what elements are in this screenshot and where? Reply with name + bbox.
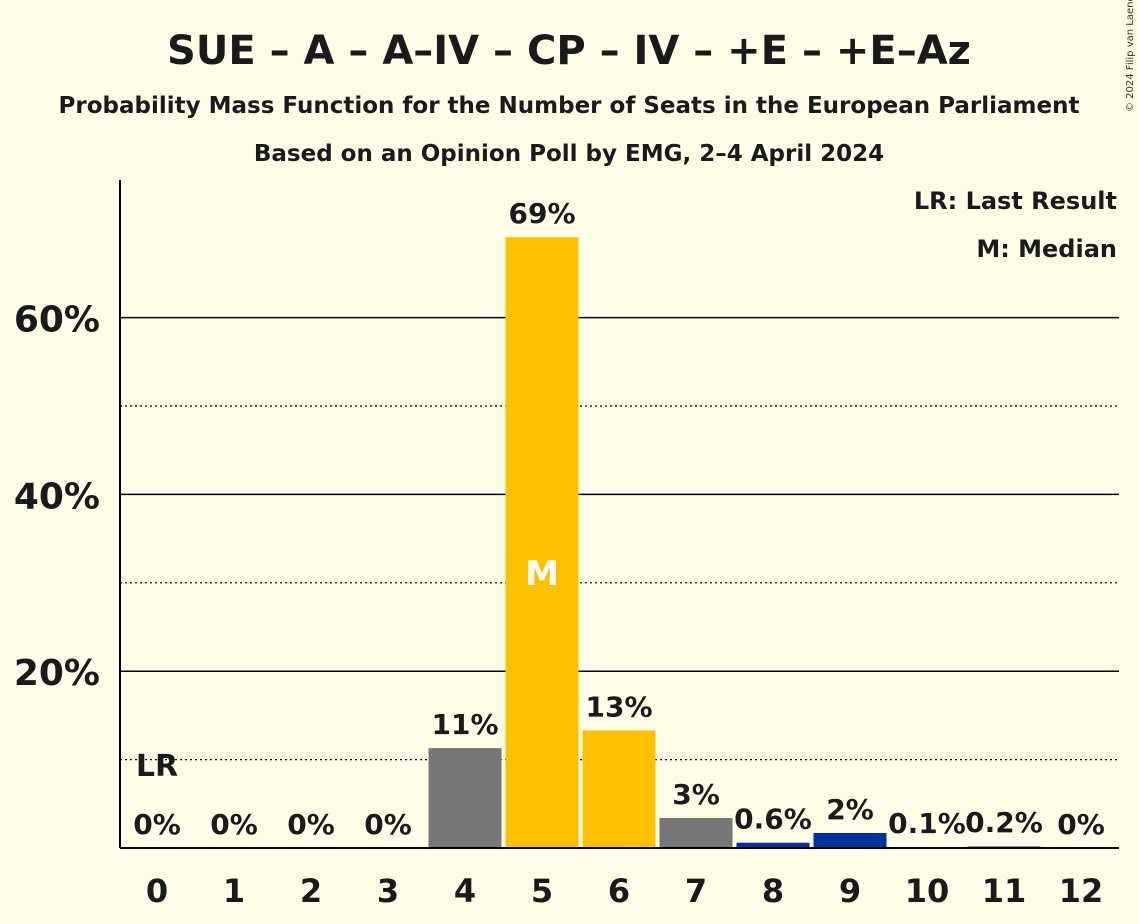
bar-value-label: 13% <box>585 690 652 723</box>
x-tick-label: 9 <box>839 872 861 910</box>
last-result-marker: LR <box>136 749 178 784</box>
chart-subtitle-poll: Based on an Opinion Poll by EMG, 2–4 Apr… <box>254 141 884 167</box>
x-tick-label: 8 <box>762 872 784 910</box>
y-tick-label: 20% <box>14 653 100 694</box>
bar-value-label: 0% <box>1057 808 1105 841</box>
bar-value-label: 0% <box>287 808 335 841</box>
bar-value-label: 69% <box>508 197 575 230</box>
plot-area: 20%40%60%0%00%10%20%311%469%513%63%70.6%… <box>14 180 1119 910</box>
bar-value-label: 0.2% <box>965 806 1043 839</box>
x-tick-label: 11 <box>982 872 1027 910</box>
bar-value-label: 0.6% <box>734 803 812 836</box>
x-tick-label: 6 <box>608 872 630 910</box>
bar-value-label: 3% <box>672 778 720 811</box>
median-marker: M <box>525 554 559 594</box>
bar-value-label: 11% <box>431 708 498 741</box>
bar-value-label: 0.1% <box>888 807 966 840</box>
bar-seats-4 <box>428 748 502 848</box>
legend-last-result: LR: Last Result <box>914 187 1117 215</box>
chart-subtitle: Probability Mass Function for the Number… <box>59 93 1080 119</box>
x-tick-label: 3 <box>377 872 399 910</box>
legend-median: M: Median <box>976 235 1117 263</box>
x-tick-label: 7 <box>685 872 707 910</box>
x-tick-label: 4 <box>454 872 476 910</box>
x-tick-label: 1 <box>223 872 245 910</box>
bar-value-label: 0% <box>133 808 181 841</box>
x-tick-label: 5 <box>531 872 553 910</box>
x-tick-label: 12 <box>1059 872 1104 910</box>
x-tick-label: 10 <box>905 872 950 910</box>
bar-seats-8 <box>736 842 810 848</box>
y-tick-label: 60% <box>14 300 100 341</box>
bar-value-label: 2% <box>826 793 874 826</box>
bar-seats-9 <box>813 832 887 848</box>
bar-value-label: 0% <box>210 808 258 841</box>
copyright-text: © 2024 Filip van Laenen <box>1125 0 1136 112</box>
chart-title: SUE – A – A–IV – CP – IV – +E – +E–Az <box>167 28 971 74</box>
bar-seats-6 <box>582 730 656 848</box>
bar-seats-7 <box>659 817 733 848</box>
bar-value-label: 0% <box>364 808 412 841</box>
y-tick-label: 40% <box>14 476 100 517</box>
x-tick-label: 0 <box>146 872 168 910</box>
bar-seats-5 <box>505 237 579 848</box>
x-tick-label: 2 <box>300 872 322 910</box>
